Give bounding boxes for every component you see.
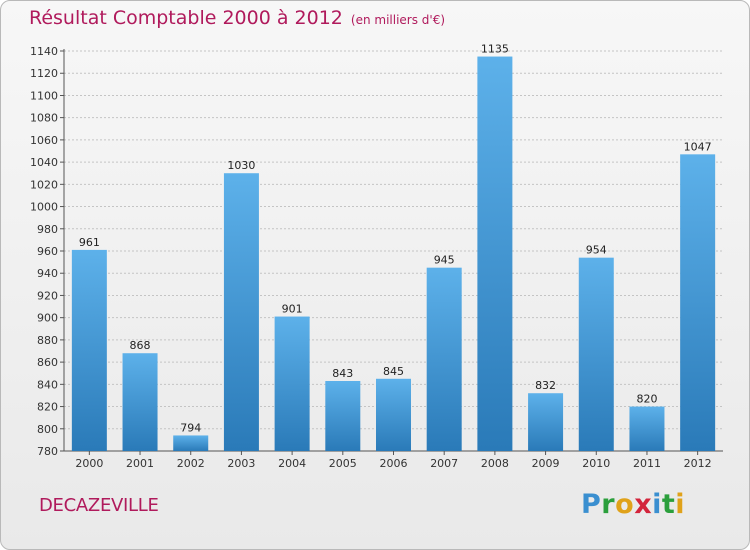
x-tick-label-2006: 2006	[380, 457, 408, 470]
value-label-2003: 1030	[227, 159, 255, 172]
value-label-2002: 794	[180, 421, 201, 434]
value-label-2001: 868	[130, 339, 151, 352]
chart-title: Résultat Comptable 2000 à 2012 (en millie…	[29, 7, 445, 29]
y-tick-label-1040: 1040	[30, 156, 58, 169]
x-tick-label-2011: 2011	[633, 457, 661, 470]
y-tick-label-960: 960	[37, 245, 58, 258]
y-tick-label-860: 860	[37, 356, 58, 369]
value-label-2006: 845	[383, 365, 404, 378]
y-tick-label-780: 780	[37, 445, 58, 458]
bar-2010	[578, 257, 614, 451]
logo-letter: r	[601, 489, 616, 520]
x-tick-label-2012: 2012	[684, 457, 712, 470]
y-tick-label-980: 980	[37, 223, 58, 236]
bar-2009	[528, 393, 564, 451]
bar-2011	[629, 406, 665, 451]
y-tick-label-820: 820	[37, 401, 58, 414]
chart-unit-note: (en milliers d'€)	[350, 13, 446, 27]
y-tick-label-1060: 1060	[30, 134, 58, 147]
logo-letter: x	[634, 489, 653, 520]
x-tick-label-2003: 2003	[227, 457, 255, 470]
y-tick-label-800: 800	[37, 423, 58, 436]
logo-letter: i	[675, 489, 686, 520]
logo-letter: P	[581, 489, 602, 520]
y-tick-label-880: 880	[37, 334, 58, 347]
city-name: DECAZEVILLE	[39, 495, 159, 516]
y-tick-label-1140: 1140	[30, 45, 58, 58]
bar-2012	[680, 154, 716, 452]
y-tick-label-1020: 1020	[30, 178, 58, 191]
value-label-2010: 954	[586, 244, 607, 257]
bar-2004	[274, 316, 310, 451]
value-label-2000: 961	[79, 236, 100, 249]
bar-2003	[223, 173, 259, 451]
logo-letter: o	[615, 489, 635, 520]
x-tick-label-2009: 2009	[532, 457, 560, 470]
bar-2006	[376, 378, 411, 451]
y-tick-label-1100: 1100	[30, 89, 58, 102]
y-tick-label-1000: 1000	[30, 201, 58, 214]
x-tick-label-2002: 2002	[177, 457, 205, 470]
x-tick-label-2008: 2008	[481, 457, 509, 470]
bar-2008	[477, 56, 513, 452]
bar-2007	[426, 267, 462, 451]
chart-title-text: Résultat Comptable 2000 à 2012	[29, 7, 343, 29]
y-tick-label-920: 920	[37, 289, 58, 302]
value-label-2007: 945	[434, 254, 455, 267]
x-tick-label-2007: 2007	[430, 457, 458, 470]
y-tick-label-1080: 1080	[30, 112, 58, 125]
value-label-2008: 1135	[481, 43, 509, 56]
value-label-2011: 820	[636, 393, 657, 406]
value-label-2005: 843	[332, 367, 353, 380]
y-tick-label-840: 840	[37, 378, 58, 391]
value-label-2012: 1047	[684, 140, 712, 153]
x-tick-label-2004: 2004	[278, 457, 306, 470]
bar-2005	[325, 381, 361, 451]
proxiti-logo: Proxiti	[581, 489, 685, 520]
value-label-2009: 832	[535, 379, 556, 392]
x-tick-label-2010: 2010	[582, 457, 610, 470]
logo-letter: i	[652, 489, 662, 520]
value-label-2004: 901	[282, 303, 303, 316]
bar-2000	[71, 249, 107, 451]
bar-2001	[122, 353, 158, 451]
x-tick-label-2000: 2000	[75, 457, 103, 470]
y-tick-label-900: 900	[37, 312, 58, 325]
logo-letter: t	[661, 489, 676, 520]
y-tick-label-1120: 1120	[30, 67, 58, 80]
x-tick-label-2001: 2001	[126, 457, 154, 470]
x-tick-label-2005: 2005	[329, 457, 357, 470]
y-tick-label-940: 940	[37, 267, 58, 280]
bar-2002	[173, 435, 209, 451]
